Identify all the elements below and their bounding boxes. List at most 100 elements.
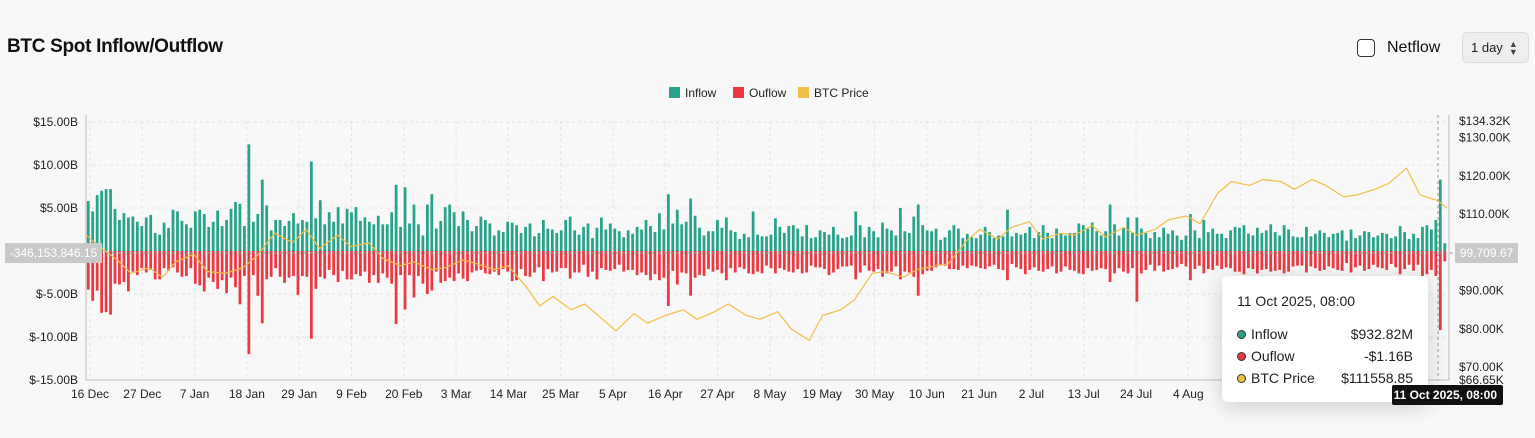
outflow-bar <box>135 251 139 276</box>
outflow-bar <box>823 251 826 270</box>
netflow-checkbox[interactable] <box>1357 39 1375 57</box>
inflow-bar <box>1197 238 1201 251</box>
inflow-bar <box>394 184 398 251</box>
inflow-bar <box>1300 237 1304 251</box>
netflow-toggle[interactable]: Netflow <box>1357 37 1440 59</box>
outflow-bar <box>283 251 286 283</box>
inflow-bar <box>439 220 443 251</box>
outflow-bar <box>738 251 742 268</box>
outflow-bar <box>158 251 162 280</box>
outflow-bar <box>1224 251 1228 268</box>
inflow-bar <box>550 229 554 251</box>
inflow-bar <box>1023 232 1027 251</box>
inflow-bar <box>144 217 148 251</box>
outflow-bar <box>292 251 295 276</box>
inflow-bar <box>497 230 501 251</box>
inflow-bar <box>988 232 991 251</box>
outflow-bar <box>948 251 951 270</box>
inflow-bar <box>608 223 612 251</box>
inflow-bar <box>573 230 577 251</box>
outflow-bar <box>327 251 331 270</box>
outflow-bar <box>1233 251 1237 272</box>
outflow-bar <box>1006 251 1009 281</box>
outflow-bar <box>867 251 871 271</box>
outflow-bar <box>1059 251 1063 272</box>
outflow-bar <box>1086 251 1090 269</box>
inflow-bar <box>350 212 353 251</box>
inflow-bar <box>943 237 947 251</box>
outflow-bar <box>1416 251 1420 265</box>
inflow-bar <box>100 190 104 251</box>
chevron-updown-icon: ▲ ▼ <box>1508 38 1518 57</box>
inflow-bar <box>827 234 831 251</box>
inflow-bar <box>720 227 724 251</box>
outflow-bar <box>1206 251 1210 270</box>
inflow-bar <box>1340 230 1344 251</box>
inflow-bar <box>403 187 407 251</box>
inflow-bar <box>336 207 340 251</box>
inflow-bar <box>885 228 889 251</box>
inflow-bar <box>635 226 639 251</box>
inflow-bar <box>814 237 817 251</box>
outflow-bar <box>350 251 353 280</box>
inflow-bar <box>840 238 844 251</box>
page-title: BTC Spot Inflow/Outflow <box>7 36 223 57</box>
inflow-bar <box>948 230 951 251</box>
outflow-bar <box>742 251 746 270</box>
outflow-bar <box>1157 251 1161 266</box>
inflow-bar <box>1148 238 1152 251</box>
inflow-bar <box>952 225 956 251</box>
outflow-bar <box>1363 251 1366 271</box>
inflow-bar <box>461 211 465 251</box>
outflow-bar <box>475 251 478 271</box>
outflow-bar <box>1247 251 1250 269</box>
inflow-bar <box>251 221 255 251</box>
outflow-bar <box>733 251 737 273</box>
outflow-bar <box>1211 251 1215 270</box>
right-tick-label: $134.32K <box>1459 114 1510 128</box>
inflow-bar <box>457 226 460 251</box>
outflow-bar <box>680 251 684 273</box>
inflow-bar <box>934 228 938 251</box>
outflow-bar <box>412 251 416 298</box>
x-tick-label: 8 May <box>754 387 787 401</box>
inflow-bar <box>1403 232 1406 251</box>
inflow-bar <box>247 144 251 251</box>
outflow-bar <box>617 251 621 265</box>
inflow-bar <box>408 223 411 251</box>
outflow-bar <box>600 251 603 269</box>
inflow-bar <box>86 201 90 251</box>
tooltip-name: Inflow <box>1251 326 1288 342</box>
inflow-bar <box>787 226 791 251</box>
inflow-bar <box>1028 226 1032 251</box>
inflow-bar <box>1117 235 1121 251</box>
outflow-bar <box>1126 251 1130 274</box>
outflow-bar <box>939 251 942 266</box>
btc-price-line <box>85 167 1448 342</box>
inflow-bar <box>292 213 295 251</box>
outflow-bar <box>100 251 104 313</box>
inflow-bar <box>626 230 630 251</box>
x-tick-label: 7 Jan <box>180 387 209 401</box>
outflow-bar <box>1421 251 1424 276</box>
inflow-bar <box>341 223 344 251</box>
outflow-bar <box>318 251 322 277</box>
inflow-bar <box>898 208 902 251</box>
outflow-bar <box>613 251 617 270</box>
inflow-bar <box>475 226 478 251</box>
netflow-label: Netflow <box>1387 39 1441 56</box>
outflow-bar <box>1202 251 1206 274</box>
outflow-bar <box>225 251 228 294</box>
outflow-bar <box>631 251 635 270</box>
outflow-bar <box>443 251 447 282</box>
inflow-bar <box>1104 231 1108 251</box>
inflow-bar <box>1398 226 1402 251</box>
inflow-bar <box>1184 235 1188 251</box>
outflow-bar <box>140 251 144 269</box>
interval-select[interactable]: 1 day ▲ ▼ <box>1462 32 1529 63</box>
inflow-bar <box>1126 217 1130 251</box>
inflow-bar <box>1041 225 1045 251</box>
left-tick-label: $-15.00B <box>29 373 78 387</box>
outflow-bar <box>385 251 389 278</box>
